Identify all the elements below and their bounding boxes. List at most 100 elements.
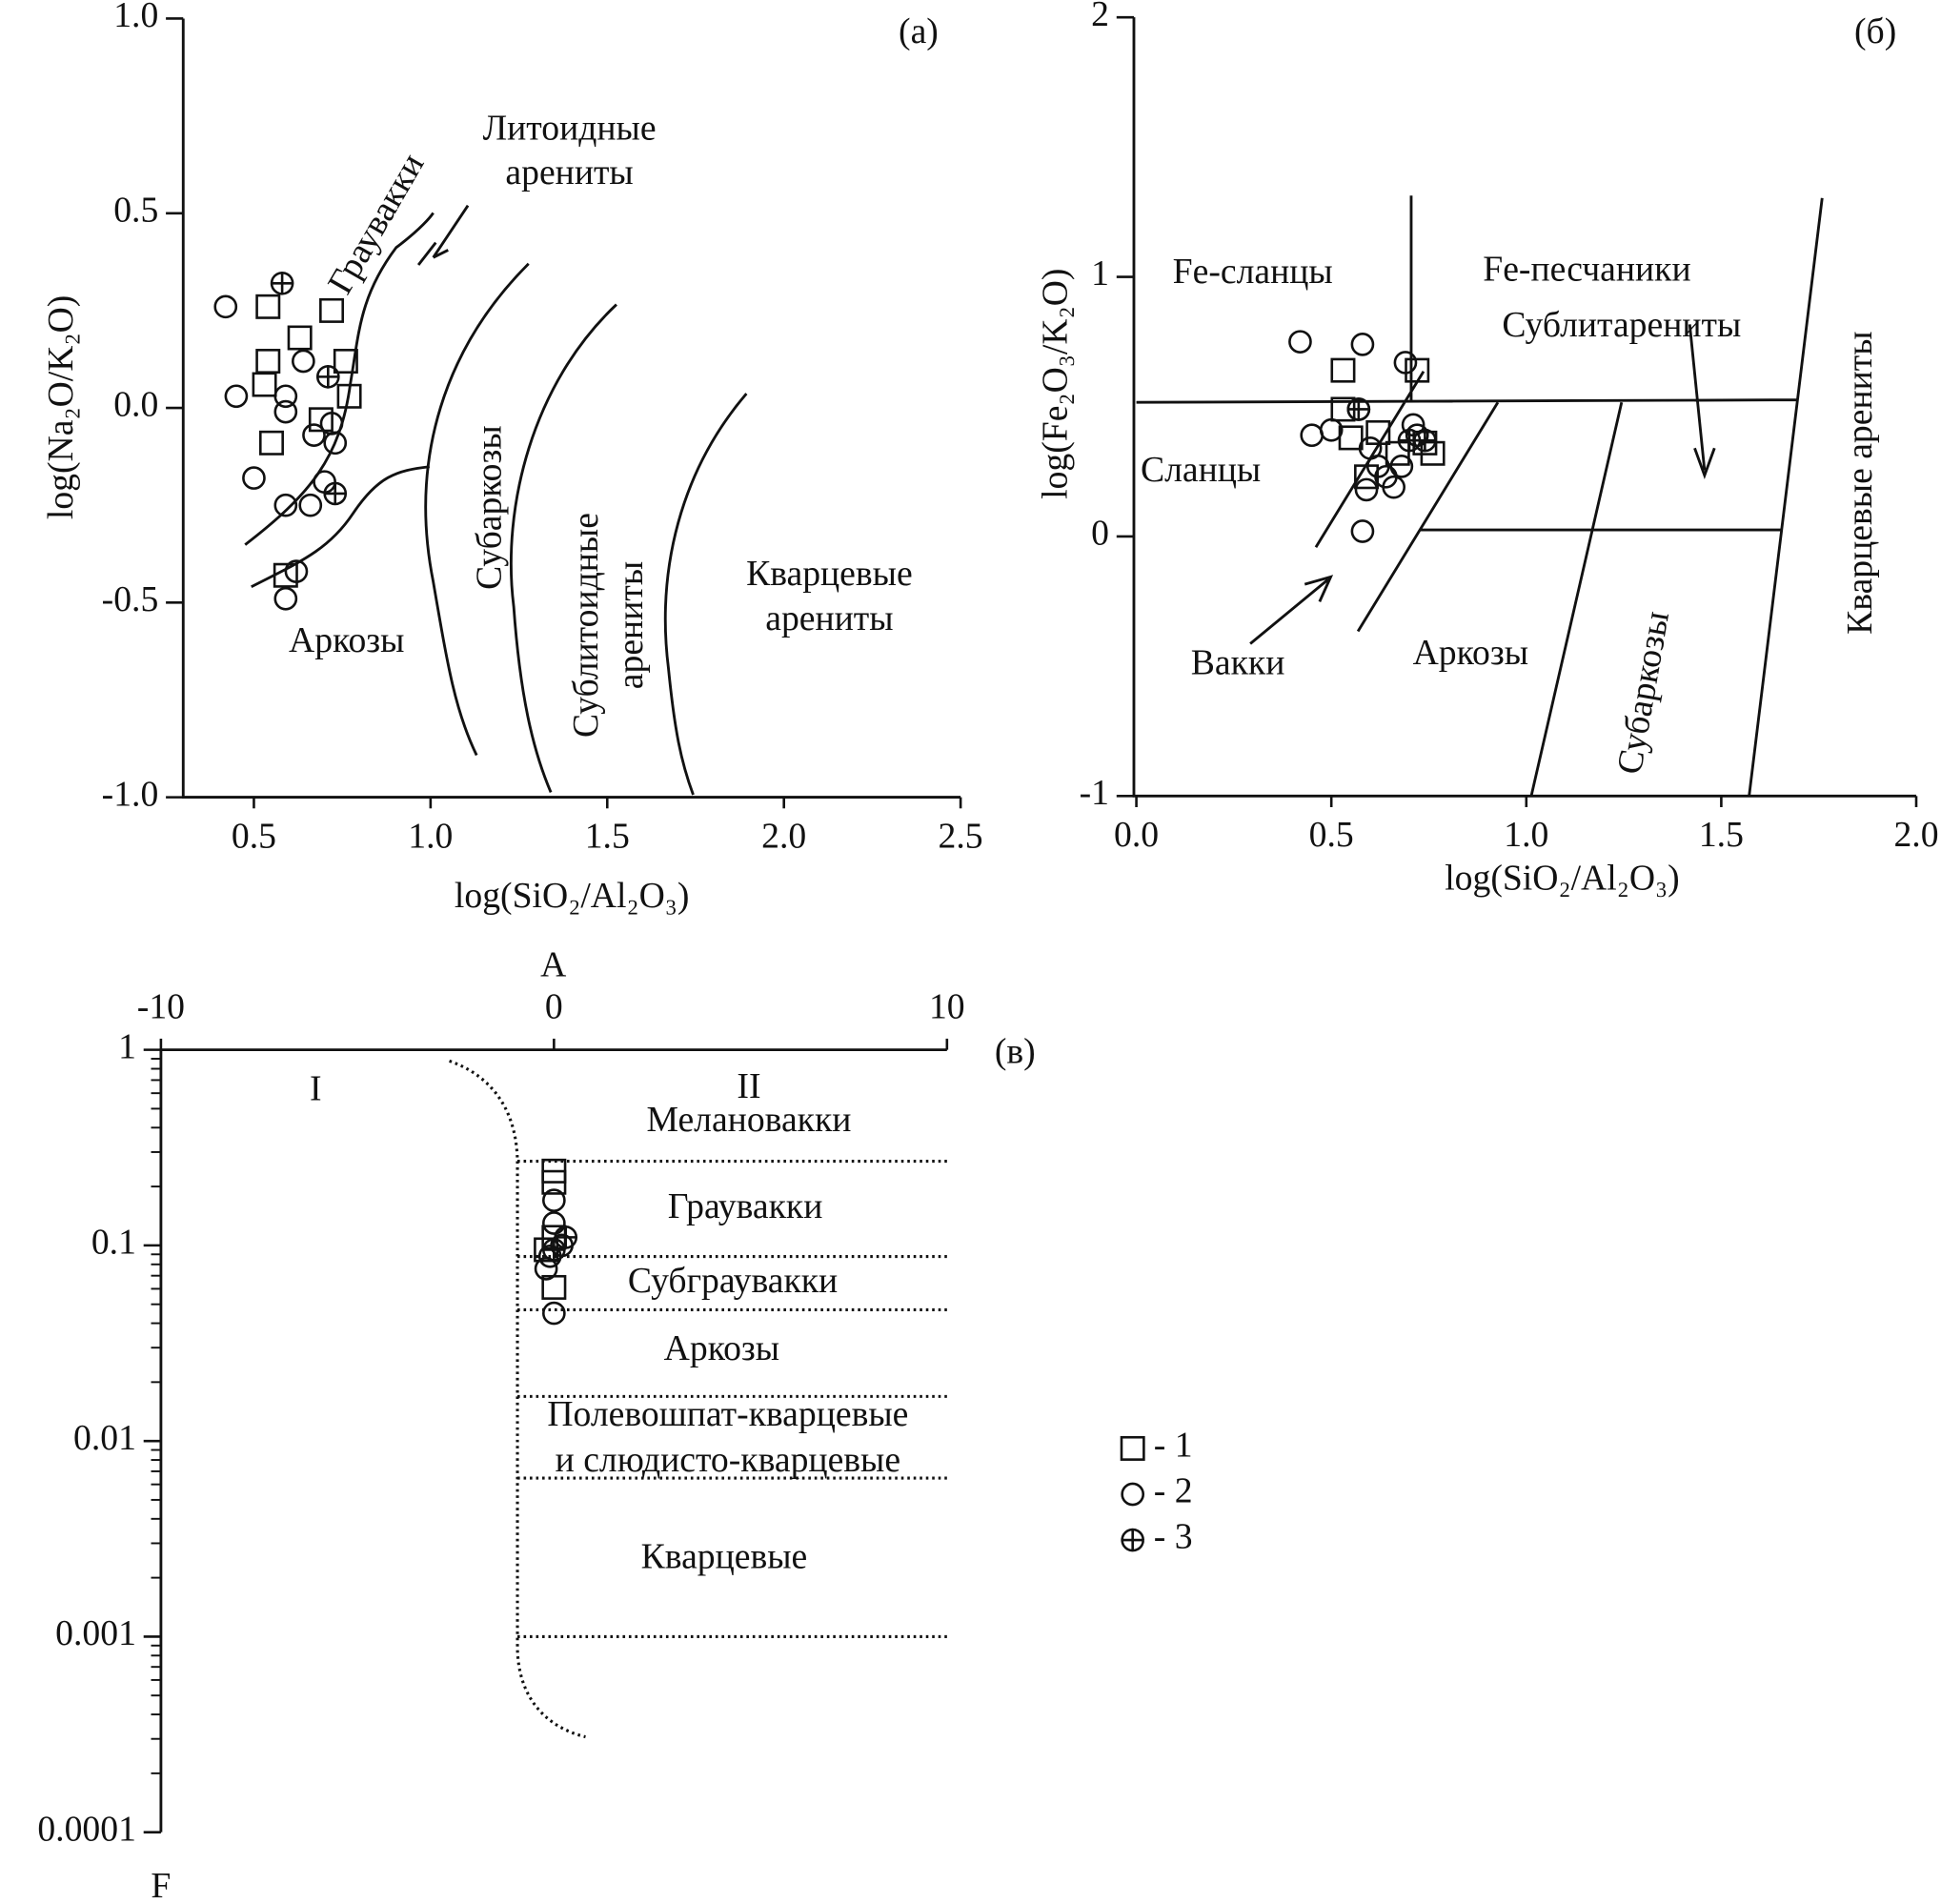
region-label: Fe-песчаники — [1483, 249, 1690, 289]
x-tick-label: 0.5 — [1309, 815, 1354, 855]
x-tick-label: 1.5 — [1699, 815, 1744, 855]
region-label: Кварцевые арениты — [1840, 331, 1880, 634]
x-tick-label: -10 — [137, 987, 185, 1027]
region-label: Сублитоидные — [566, 513, 606, 738]
region-label: Вакки — [1191, 643, 1285, 683]
marker-square — [336, 383, 362, 409]
marker-circle — [292, 349, 315, 374]
y-axis-label: log(Na₂O/K₂O) — [41, 295, 81, 519]
arrow — [1249, 575, 1334, 645]
y-tick-label: 0.0 — [113, 385, 158, 425]
y-tick-label: -0.5 — [102, 579, 159, 619]
region-label: Субаркозы — [1609, 608, 1677, 777]
x-tick-label: 10 — [929, 987, 965, 1027]
region-label: Мелановакки — [646, 1100, 851, 1140]
marker-circle — [273, 586, 298, 611]
y-tick-label: 0.0001 — [37, 1809, 136, 1849]
y-tick-label: -1 — [1080, 773, 1109, 813]
marker-square — [258, 430, 284, 456]
x-tick-label: 0.0 — [1114, 815, 1159, 855]
x-tick-label: 2.0 — [761, 816, 806, 856]
marker-crossed-circle — [1346, 397, 1371, 421]
boundary — [663, 393, 748, 796]
region-label: I — [310, 1068, 322, 1108]
legend-marker — [1120, 1435, 1145, 1461]
region-label: Полевошпат-кварцевые — [547, 1394, 908, 1434]
region-label: Сланцы — [1141, 450, 1261, 490]
marker-square — [1330, 357, 1356, 383]
region-label: арениты — [505, 152, 633, 192]
marker-circle — [273, 493, 298, 517]
x-axis-label: log(SiO₂/Al₂O₃) — [1445, 859, 1680, 899]
marker-circle — [284, 559, 309, 583]
marker-circle — [1382, 475, 1406, 499]
boundary — [449, 1059, 586, 1739]
marker-square — [273, 562, 298, 588]
x-tick-label: 1.0 — [1504, 815, 1548, 855]
x-tick-label: 2.5 — [939, 816, 983, 856]
y-tick-label: 0.001 — [55, 1613, 136, 1653]
marker-circle — [298, 493, 323, 517]
marker-circle — [1350, 519, 1375, 543]
x-tick-label: 1.0 — [408, 816, 453, 856]
x-tick-label: 2.0 — [1893, 815, 1938, 855]
arrow — [416, 204, 470, 266]
marker-square — [1365, 419, 1391, 445]
legend-label: - 2 — [1154, 1471, 1193, 1511]
panel-b: (б) log(SiO₂/Al₂O₃) log(Fe₂O₃/K₂O) Fe-сл… — [1035, 11, 1917, 899]
y-tick-label: 1.0 — [113, 0, 158, 35]
panel-a: (а) log(SiO₂/Al₂O₃) log(Na₂O/K₂O) Литоид… — [41, 11, 961, 916]
region-label: Сублитарениты — [1502, 305, 1741, 345]
marker-circle — [1393, 351, 1418, 375]
marker-circle — [542, 1301, 566, 1326]
region-label: Литоидные — [483, 108, 657, 148]
y-tick-label: -1.0 — [102, 774, 159, 814]
y-tick-label: 1 — [1091, 253, 1109, 294]
y-axis-label: F — [151, 1866, 171, 1904]
region-label: II — [737, 1066, 760, 1106]
region-label: арениты — [611, 561, 651, 689]
x-tick-label: 0 — [545, 987, 563, 1027]
marker-square — [1385, 440, 1410, 466]
marker-crossed-circle — [315, 365, 340, 389]
panel-c: (в) A F I II Мелановакки Граувакки Субгр… — [151, 945, 1035, 1904]
y-tick-label: 0.1 — [91, 1223, 136, 1263]
marker-crossed-circle — [1413, 428, 1437, 453]
marker-crossed-circle — [554, 1225, 578, 1249]
marker-circle — [323, 431, 348, 456]
marker-circle — [1389, 455, 1414, 478]
boundary — [509, 303, 617, 793]
legend-label: - 3 — [1154, 1517, 1193, 1557]
y-tick-label: 0.01 — [73, 1418, 136, 1458]
marker-circle — [537, 1244, 562, 1268]
region-label: Кварцевые — [641, 1536, 808, 1576]
marker-square — [252, 372, 277, 397]
marker-circle — [1401, 413, 1425, 437]
region-label: Кварцевые — [746, 554, 913, 594]
marker-circle — [224, 384, 249, 409]
marker-square — [319, 297, 345, 323]
boundary — [424, 262, 530, 757]
marker-crossed-circle — [270, 272, 294, 295]
marker-crossed-circle — [323, 481, 348, 506]
panel-label: (а) — [899, 11, 939, 51]
region-label: Аркозы — [289, 620, 404, 660]
marker-circle — [213, 294, 238, 319]
marker-circle — [1319, 417, 1344, 442]
x-tick-label: 1.5 — [585, 816, 630, 856]
y-tick-label: 1 — [118, 1026, 136, 1066]
region-label: арениты — [765, 598, 893, 638]
marker-square — [287, 325, 313, 351]
marker-circle — [542, 1188, 566, 1212]
marker-crossed-circle — [542, 1238, 566, 1262]
x-axis-label: log(SiO₂/Al₂O₃) — [455, 876, 690, 916]
marker-circle — [302, 423, 326, 447]
x-axis-label: A — [540, 945, 566, 985]
region-label: Аркозы — [1413, 633, 1528, 673]
legend-marker — [1121, 1482, 1145, 1507]
y-tick-label: 0.5 — [113, 190, 158, 230]
marker-square — [308, 407, 334, 433]
y-tick-label: 2 — [1091, 0, 1109, 34]
